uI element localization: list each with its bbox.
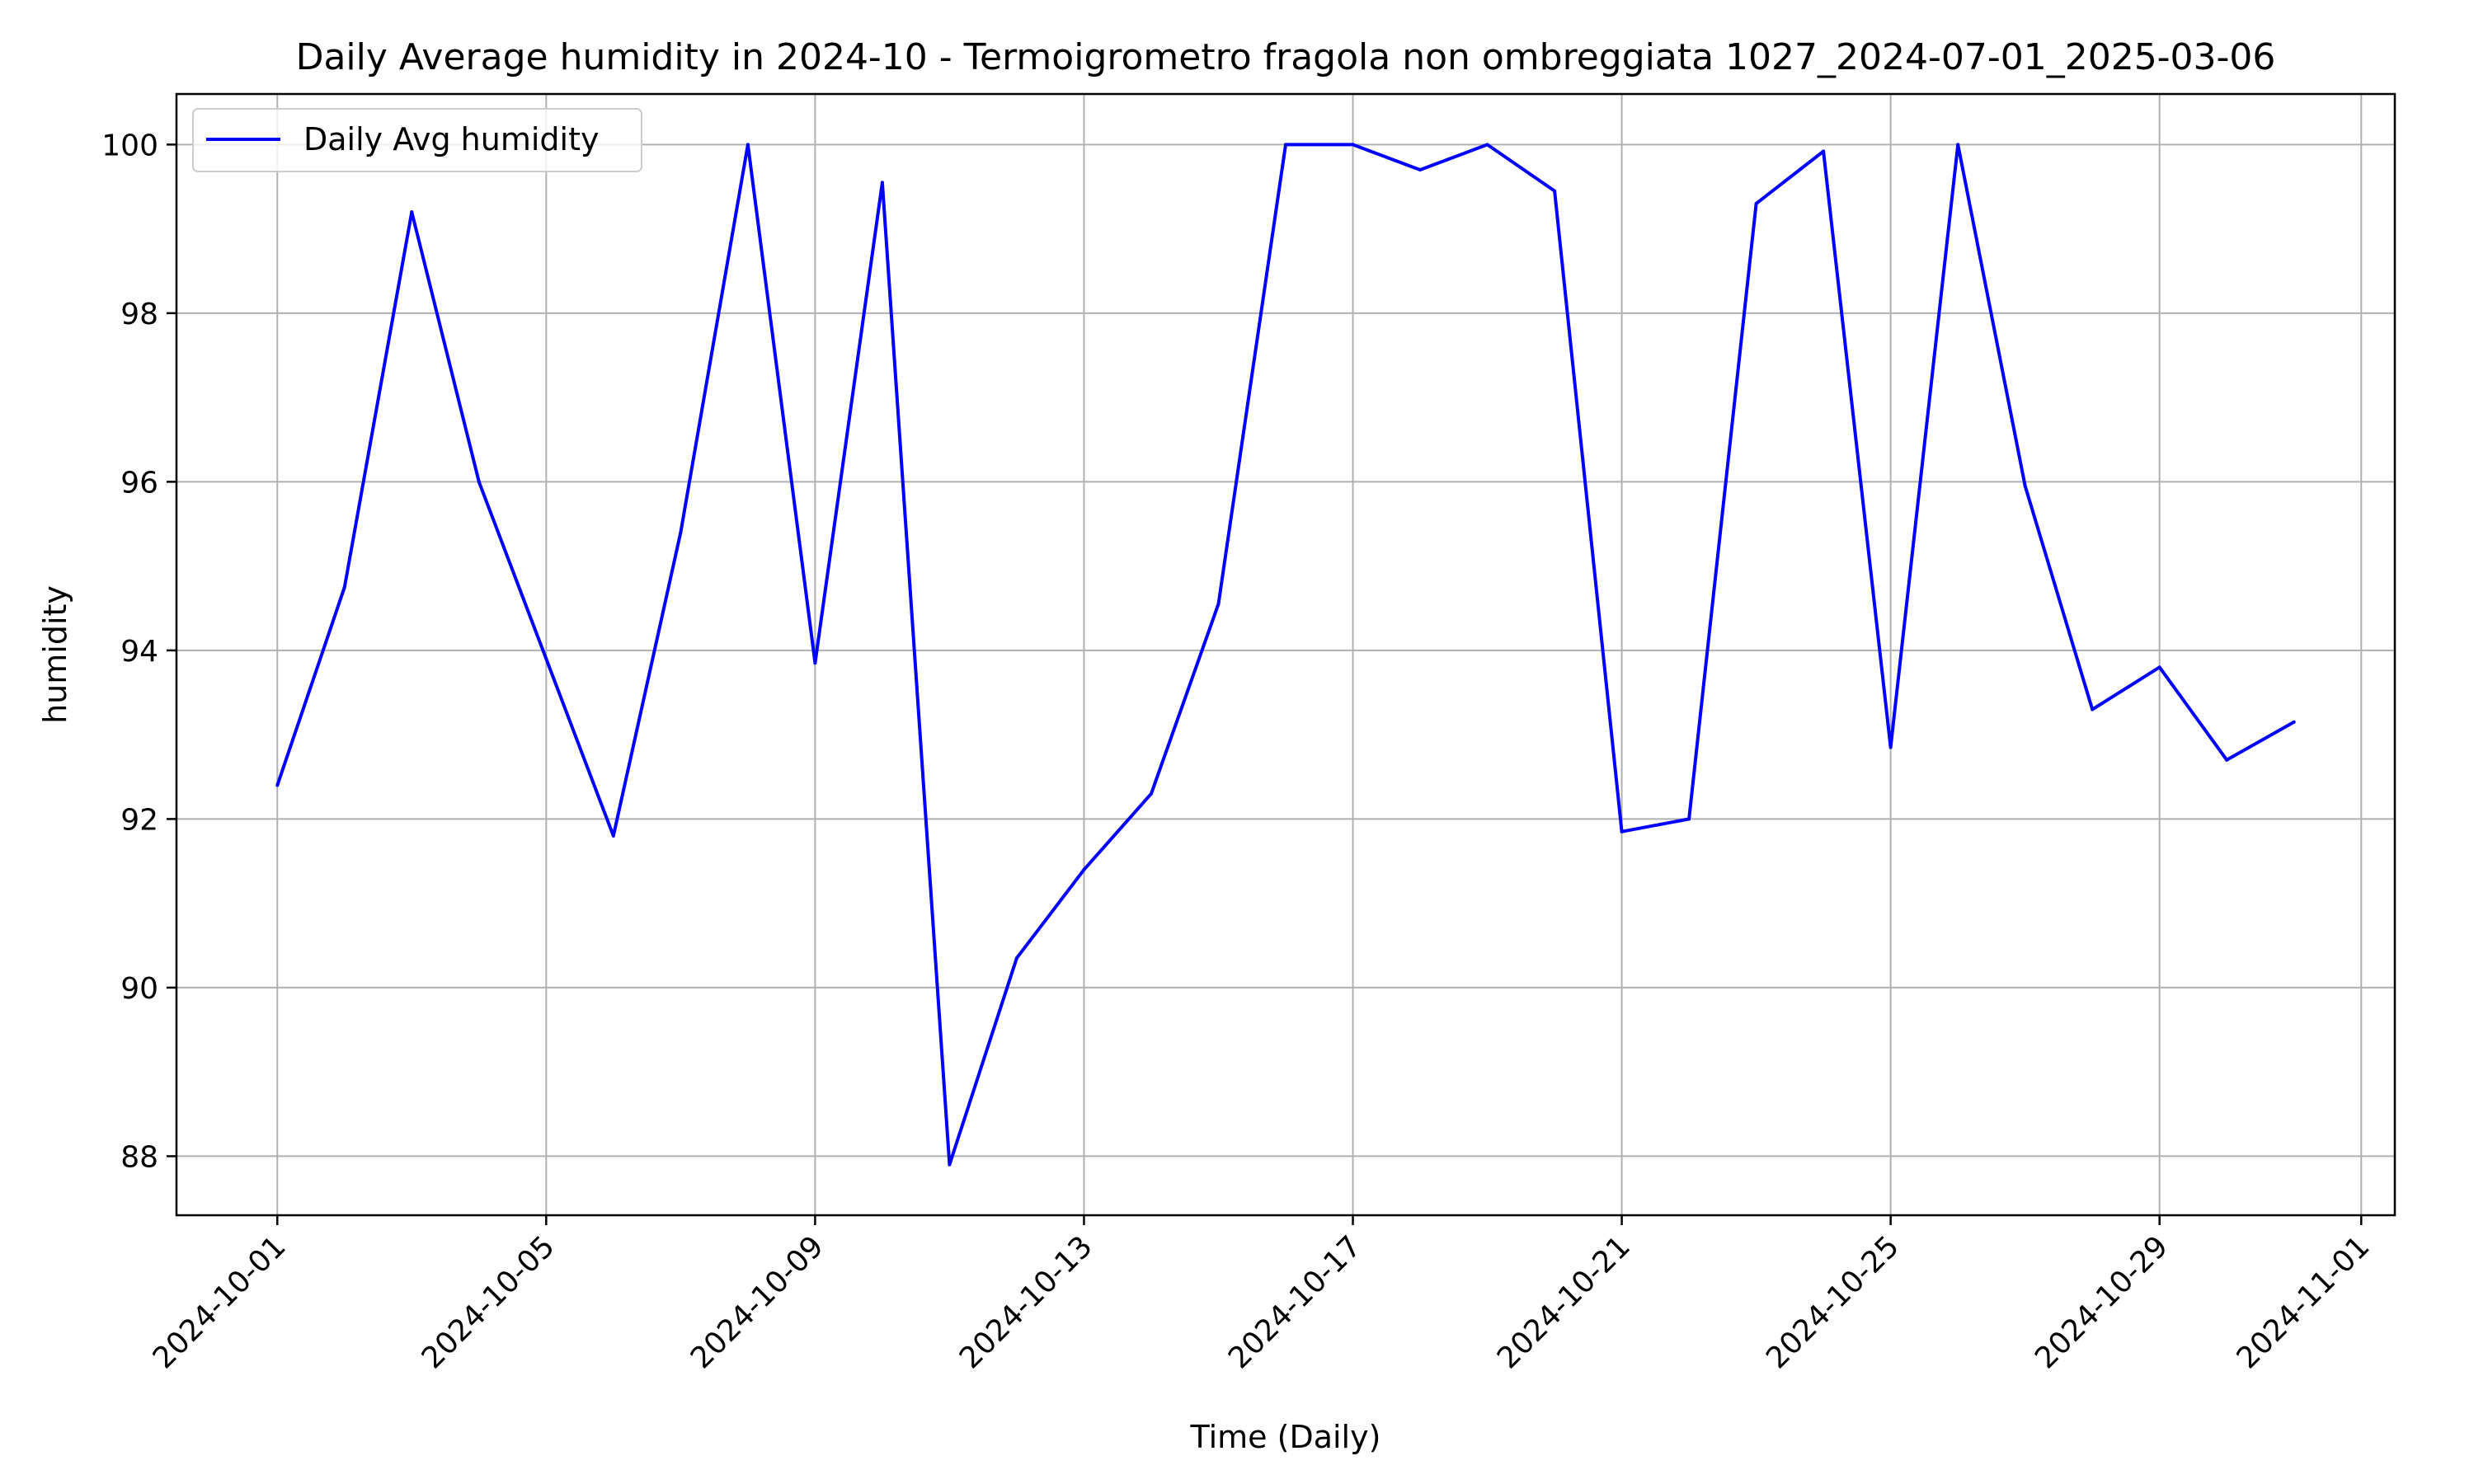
- data-point: [1822, 149, 1826, 153]
- data-point: [1620, 829, 1624, 834]
- y-tick-label: 100: [101, 129, 158, 162]
- legend-label: Daily Avg humidity: [303, 121, 600, 157]
- data-point: [2157, 665, 2161, 669]
- y-tick-label: 92: [120, 803, 158, 837]
- data-point: [880, 181, 884, 185]
- data-point: [2225, 758, 2229, 762]
- data-point: [1687, 817, 1691, 821]
- y-tick-label: 88: [120, 1140, 158, 1174]
- data-point: [1888, 745, 1893, 749]
- legend-box: [192, 108, 642, 172]
- data-point: [1216, 602, 1221, 606]
- y-tick-label: 96: [120, 466, 158, 500]
- data-point: [1956, 143, 1960, 147]
- data-point: [1014, 956, 1018, 960]
- y-tick-label: 94: [120, 635, 158, 669]
- data-point: [611, 834, 615, 838]
- legend: Daily Avg humidity: [192, 108, 642, 172]
- data-point: [1553, 189, 1557, 193]
- data-point: [1082, 867, 1086, 871]
- plot-frame: [175, 92, 2396, 1217]
- grid-layer: [176, 94, 2395, 1215]
- data-point: [813, 661, 817, 665]
- data-point: [544, 657, 548, 661]
- data-point: [679, 530, 683, 534]
- data-point: [1149, 791, 1153, 796]
- data-point: [410, 210, 414, 214]
- data-point: [1754, 201, 1758, 205]
- data-point: [477, 480, 481, 484]
- data-point: [1418, 168, 1423, 172]
- data-point: [1284, 143, 1287, 147]
- line-layer: [275, 143, 2296, 1167]
- data-point: [1351, 143, 1355, 147]
- data-point: [2023, 484, 2027, 488]
- data-point: [948, 1162, 952, 1167]
- x-axis-label: Time (Daily): [1190, 1419, 1381, 1455]
- data-point: [275, 783, 280, 787]
- data-point: [2292, 720, 2296, 724]
- data-point: [342, 585, 346, 589]
- data-point: [2091, 707, 2095, 711]
- data-point: [745, 143, 750, 147]
- y-tick-label: 90: [120, 972, 158, 1006]
- y-axis-label: humidity: [37, 585, 73, 724]
- y-tick-label: 98: [120, 298, 158, 331]
- chart-title: Daily Average humidity in 2024-10 - Term…: [296, 36, 2276, 78]
- data-point: [1485, 143, 1489, 147]
